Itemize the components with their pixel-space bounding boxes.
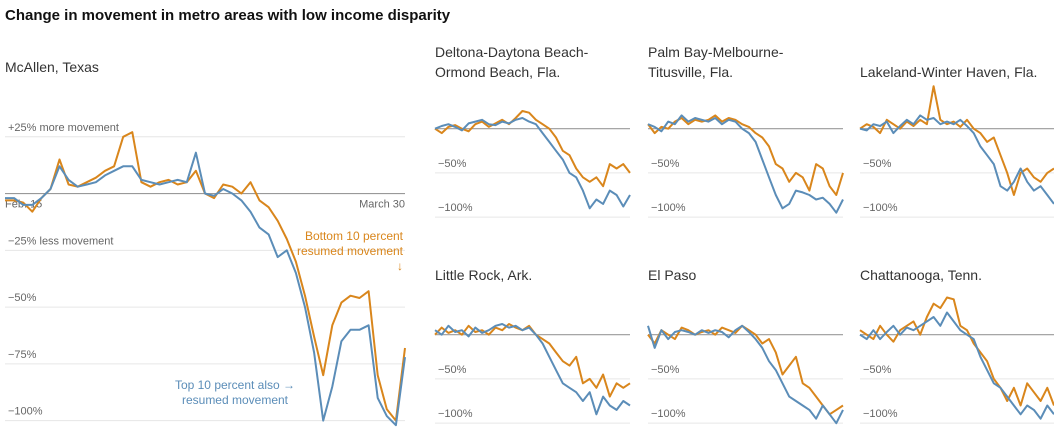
series-line [647,324,844,425]
annotation: Bottom 10 percent [305,229,404,243]
series-line [647,114,844,196]
y-tick-label: −50% [651,158,680,170]
series-line [647,114,844,214]
series-line [859,114,1054,205]
annotation: resumed movement [182,393,289,407]
y-tick-label: −50% [863,158,892,170]
series-line [434,323,631,416]
annotation: resumed movement [297,244,404,258]
panel-title: Chattanooga, Tenn. [860,267,982,283]
panel-title: McAllen, Texas [5,59,99,75]
y-tick-label: −100% [863,408,898,420]
x-tick-label: March 30 [359,199,405,211]
panel-title: El Paso [648,267,696,283]
y-tick-label: −50% [438,364,467,376]
annotation: ↓ [397,259,403,273]
y-tick-label: −25% less movement [8,235,113,247]
panel-title: Deltona-Daytona Beach- [435,44,589,60]
y-tick-label: −100% [438,202,473,214]
y-tick-label: −50% [438,158,467,170]
panel-title: Palm Bay-Melbourne- [648,44,784,60]
series-line [434,110,631,188]
panel-title: Little Rock, Ark. [435,267,532,283]
y-tick-label: −100% [438,408,473,420]
panel-title: Ormond Beach, Fla. [435,64,560,80]
y-tick-label: +25% more movement [8,122,119,134]
series-line [5,151,406,427]
y-tick-label: −100% [8,406,43,418]
y-tick-label: −100% [651,202,686,214]
y-tick-label: −50% [8,292,37,304]
y-tick-label: −50% [863,364,892,376]
page-title: Change in movement in metro areas with l… [5,7,451,24]
y-tick-label: −75% [8,349,37,361]
annotation: Top 10 percent also → [175,378,295,392]
series-line [434,117,631,210]
y-tick-label: −100% [651,408,686,420]
y-tick-label: −100% [863,202,898,214]
series-line [859,311,1054,420]
y-tick-label: −50% [651,364,680,376]
panel-title: Titusville, Fla. [648,64,733,80]
series-line [859,296,1054,407]
panel-title: Lakeland-Winter Haven, Fla. [860,64,1037,80]
